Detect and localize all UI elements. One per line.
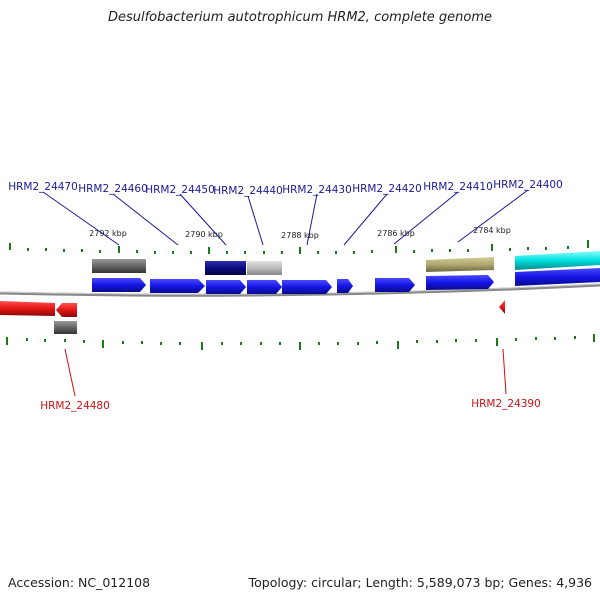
- gene-arrow-24460[interactable]: [150, 279, 205, 293]
- feature-cyan[interactable]: [515, 251, 600, 270]
- gene-label-24400[interactable]: HRM2_24400: [493, 179, 563, 191]
- gene-label-24390[interactable]: HRM2_24390: [471, 398, 541, 410]
- gene-arrow-24470[interactable]: [92, 278, 146, 292]
- scale-label-2788: 2788 kbp: [281, 231, 319, 240]
- feature-gray-lower[interactable]: [54, 321, 77, 334]
- gene-label-24410[interactable]: HRM2_24410: [423, 181, 493, 193]
- gene-arrow-24390[interactable]: [499, 300, 505, 314]
- leader-lines-bottom: [64, 348, 507, 397]
- gene-arrow-24430[interactable]: [282, 280, 332, 294]
- scale-label-2790: 2790 kbp: [185, 230, 223, 239]
- scale-label-2786: 2786 kbp: [377, 229, 415, 238]
- scale-ticks-upper: [9, 240, 589, 254]
- gene-arrow-small[interactable]: [337, 279, 353, 293]
- leader-lines-top: [42, 189, 529, 246]
- scale-label-2792: 2792 kbp: [89, 229, 127, 238]
- gene-label-24480[interactable]: HRM2_24480: [40, 400, 110, 412]
- feature-olive[interactable]: [426, 257, 494, 272]
- gene-label-24450[interactable]: HRM2_24450: [145, 184, 215, 196]
- gene-arrow-24400[interactable]: [515, 268, 600, 286]
- gene-arrow-red-left[interactable]: [0, 301, 55, 316]
- feature-gray-dark[interactable]: [92, 259, 146, 273]
- gene-label-24440[interactable]: HRM2_24440: [213, 185, 283, 197]
- gene-arrow-24410[interactable]: [426, 275, 494, 290]
- scale-ticks-lower: [6, 334, 595, 350]
- gene-arrow-24440[interactable]: [247, 280, 282, 294]
- scale-label-2784: 2784 kbp: [473, 226, 511, 235]
- gene-label-24420[interactable]: HRM2_24420: [352, 183, 422, 195]
- gene-arrow-24450[interactable]: [206, 280, 246, 294]
- feature-navy[interactable]: [205, 261, 246, 275]
- feature-gray-light[interactable]: [247, 261, 282, 275]
- genome-backbone: [0, 283, 600, 297]
- topology-text: Topology: circular; Length: 5,589,073 bp…: [248, 575, 592, 590]
- gene-arrow-24420[interactable]: [375, 278, 415, 292]
- accession-text: Accession: NC_012108: [8, 575, 151, 590]
- gene-label-24470[interactable]: HRM2_24470: [8, 181, 78, 193]
- gene-label-24430[interactable]: HRM2_24430: [282, 184, 352, 196]
- gene-label-24460[interactable]: HRM2_24460: [78, 183, 148, 195]
- map-title: Desulfobacterium autotrophicum HRM2, com…: [107, 10, 493, 25]
- gene-arrow-24480[interactable]: [56, 303, 77, 317]
